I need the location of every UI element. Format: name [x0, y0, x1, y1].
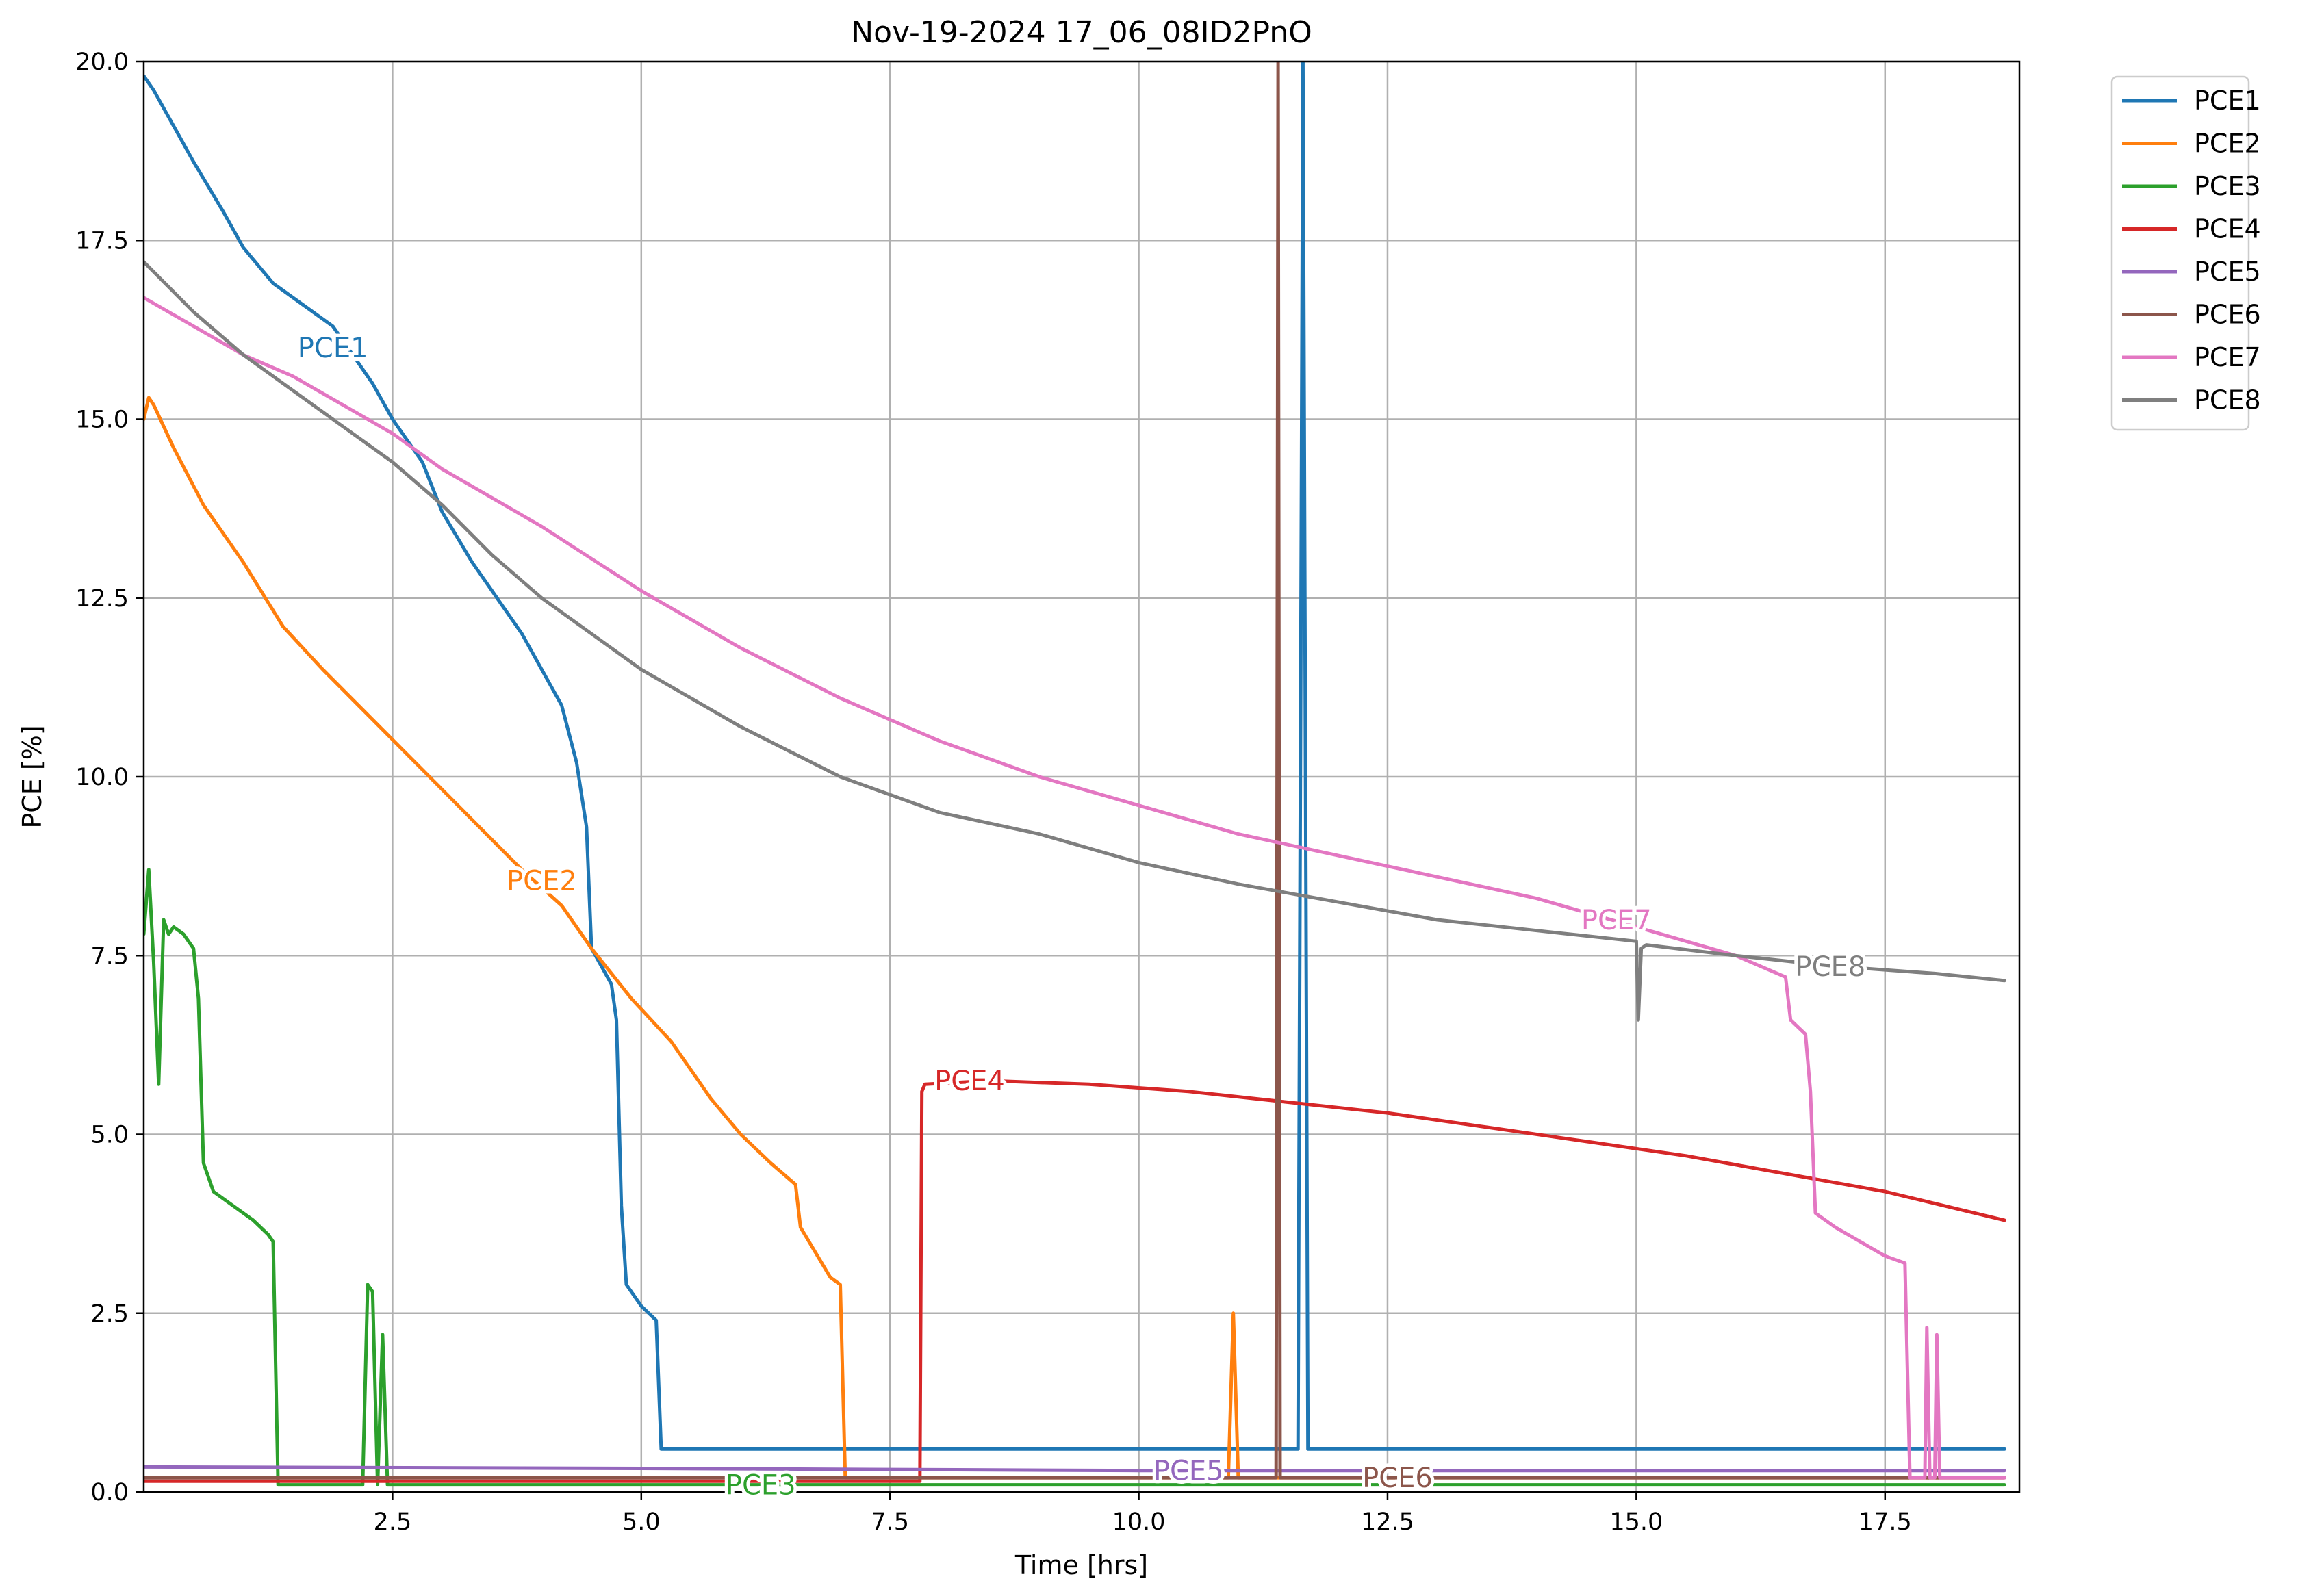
inline-label-pce5: PCE5 — [1153, 1456, 1224, 1487]
y-tick-label: 17.5 — [75, 227, 129, 255]
inline-label-pce1: PCE1 — [298, 333, 368, 364]
legend-label-pce5: PCE5 — [2194, 257, 2261, 287]
y-tick-label: 15.0 — [75, 407, 129, 434]
y-tick-label: 2.5 — [90, 1300, 129, 1328]
y-tick-label: 7.5 — [90, 942, 129, 970]
x-tick-label: 10.0 — [1112, 1508, 1166, 1536]
x-tick-label: 5.0 — [622, 1508, 661, 1536]
legend: PCE1 PCE2 PCE3 PCE4 PCE5 PCE6 PCE7 PCE8 — [2110, 75, 2261, 431]
series-line-pce3 — [144, 868, 2006, 1487]
x-tick-label: 15.0 — [1609, 1508, 1663, 1536]
series-line-pce1 — [144, 62, 2006, 1451]
legend-label-pce1: PCE1 — [2194, 86, 2261, 116]
y-tick-label: 5.0 — [90, 1122, 129, 1149]
series-line-pce7 — [144, 296, 2006, 1480]
y-tick-label: 0.0 — [90, 1479, 129, 1506]
y-tick-label: 20.0 — [75, 49, 129, 76]
legend-box — [2110, 75, 2250, 431]
inline-label-pce8: PCE8 — [1795, 951, 1865, 983]
grid — [144, 60, 2019, 1493]
y-tick-label: 12.5 — [75, 585, 129, 613]
x-axis-label: Time [hrs] — [1014, 1550, 1148, 1580]
inline-label-pce2: PCE2 — [507, 866, 577, 897]
chart-title: Nov-19-2024 17_06_08ID2PnO — [851, 15, 1312, 50]
legend-label-pce6: PCE6 — [2194, 300, 2261, 330]
legend-label-pce2: PCE2 — [2194, 129, 2261, 159]
legend-label-pce8: PCE8 — [2194, 385, 2261, 415]
axis-ticks: 2.5 5.0 7.5 10.0 12.5 15.0 17.5 0.0 2.5 5.0 7.5 10.… — [75, 49, 1912, 1536]
series-lines — [144, 62, 2006, 1487]
y-tick-label: 10.0 — [75, 764, 129, 791]
series-line-pce2 — [144, 396, 2006, 1480]
inline-label-pce7: PCE7 — [1581, 905, 1652, 936]
y-axis-label: PCE [%] — [17, 725, 47, 828]
x-tick-label: 7.5 — [871, 1508, 909, 1536]
series-line-pce6 — [144, 62, 2006, 1480]
legend-label-pce4: PCE4 — [2194, 214, 2261, 244]
series-line-pce5 — [144, 1465, 2006, 1473]
x-tick-label: 2.5 — [374, 1508, 412, 1536]
inline-series-labels: PCE1 PCE2 PCE3 PCE4 PCE5 PCE6 PCE7 PCE8 — [294, 329, 1869, 1505]
series-line-pce4 — [144, 1079, 2006, 1483]
legend-label-pce3: PCE3 — [2194, 171, 2261, 201]
series-line-pce8 — [144, 260, 2006, 1022]
inline-label-pce4: PCE4 — [934, 1066, 1005, 1097]
x-tick-label: 17.5 — [1859, 1508, 1912, 1536]
inline-label-pce6: PCE6 — [1362, 1463, 1433, 1494]
legend-label-pce7: PCE7 — [2194, 342, 2261, 372]
inline-label-pce3: PCE3 — [726, 1470, 796, 1502]
x-tick-label: 12.5 — [1361, 1508, 1414, 1536]
